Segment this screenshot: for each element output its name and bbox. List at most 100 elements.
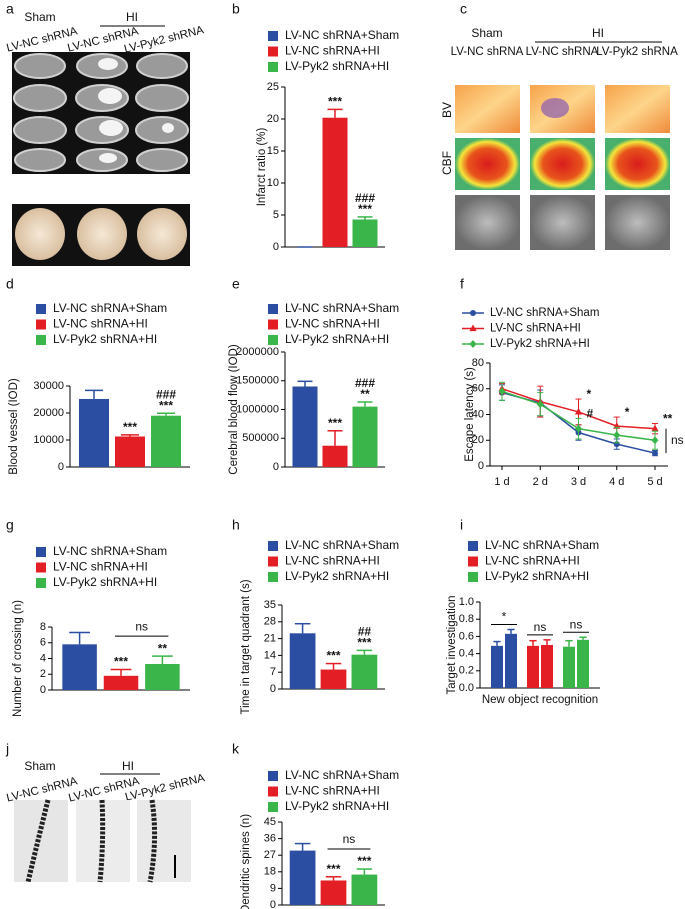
legend-label: LV-Pyk2 shRNA+HI: [53, 575, 157, 589]
legend-swatch: [268, 802, 278, 812]
y-tick-label: 0.0: [459, 682, 474, 694]
legend-label: LV-NC shRNA+Sham: [53, 301, 167, 315]
y-axis-title: Infarct ratio (%): [256, 128, 268, 207]
side-label: ns: [671, 433, 684, 447]
legend-label: LV-NC shRNA+HI: [53, 560, 148, 574]
significance: ns: [534, 620, 547, 634]
y-tick-label: 8: [40, 621, 46, 633]
bar: [292, 386, 318, 467]
panel-letter: d: [6, 276, 14, 292]
y-tick-label: 0: [58, 461, 64, 473]
y-tick-label: 9: [270, 882, 276, 894]
y-tick-label: 7: [270, 666, 276, 678]
y-axis-title: Cerebral blood flow (IOD): [228, 344, 240, 475]
y-tick-label: 45: [264, 816, 276, 828]
marker: [469, 324, 477, 332]
y-tick-label: 2000000: [236, 346, 279, 358]
panel-letter: g: [6, 517, 14, 533]
panel-letter: a: [6, 1, 14, 17]
column-label: LV-NC shRNA: [526, 46, 599, 58]
y-tick-label: 27: [264, 849, 276, 861]
legend-swatch: [268, 786, 278, 797]
legend-swatch: [36, 578, 46, 588]
significance: ***: [123, 420, 137, 434]
x-tick-label: 2 d: [533, 476, 548, 488]
legend-label: LV-Pyk2 shRNA+HI: [485, 569, 589, 583]
legend-label: LV-NC shRNA+Sham: [490, 307, 599, 319]
legend-swatch: [36, 304, 46, 314]
y-tick-label: 21: [264, 633, 276, 645]
legend-label: LV-NC shRNA+HI: [285, 44, 380, 58]
legend-swatch: [268, 556, 278, 567]
bar: [563, 646, 575, 688]
y-axis-title: Escape latency (s): [464, 367, 476, 462]
bar: [289, 633, 316, 689]
panel-letter: j: [5, 741, 9, 757]
y-tick-label: 4: [40, 652, 46, 664]
column-label: LV-Pyk2 shRNA: [596, 46, 678, 58]
panel-letter: f: [460, 276, 464, 292]
legend-label: LV-Pyk2 shRNA+HI: [285, 332, 389, 346]
y-tick-label: 0.6: [459, 630, 474, 642]
legend-swatch: [268, 319, 278, 330]
bar: [320, 669, 347, 689]
legend-swatch: [468, 541, 478, 551]
legend-swatch: [268, 541, 278, 551]
significance: ***: [328, 95, 342, 109]
panel-letter: h: [232, 517, 240, 533]
legend-swatch: [268, 335, 278, 345]
group-label: HI: [126, 10, 138, 24]
y-tick-label: 0: [273, 241, 279, 253]
legend-swatch: [268, 572, 278, 582]
legend-label: LV-Pyk2 shRNA+HI: [285, 59, 389, 73]
legend-swatch: [268, 304, 278, 314]
legend-swatch: [268, 46, 278, 57]
group-label: Sham: [24, 759, 55, 773]
bar: [115, 436, 145, 467]
y-tick-label: 10000: [33, 434, 64, 446]
significance: ***: [357, 636, 371, 650]
significance: #: [587, 407, 594, 421]
y-tick-label: 1.0: [459, 596, 474, 608]
bar: [577, 639, 589, 688]
significance: ***: [326, 649, 340, 663]
legend-swatch: [36, 319, 46, 330]
y-tick-label: 1000000: [236, 403, 279, 415]
legend-label: LV-Pyk2 shRNA+HI: [490, 338, 590, 350]
y-tick-label: 14: [264, 649, 276, 661]
y-axis-title: Dendritic spines (n): [240, 814, 252, 909]
significance: ##: [358, 625, 372, 639]
y-tick-label: 35: [264, 599, 276, 611]
y-tick-label: 15: [267, 145, 279, 157]
y-axis-title: Time in target quadrant (s): [240, 579, 252, 714]
significance: **: [663, 412, 673, 426]
legend-label: LV-NC shRNA+HI: [53, 317, 148, 331]
panel-letter: e: [232, 276, 240, 292]
y-tick-label: 20000: [33, 407, 64, 419]
y-tick-label: 40: [472, 408, 484, 420]
marker: [651, 436, 659, 445]
significance: ***: [159, 398, 173, 412]
marker: [536, 400, 544, 409]
bar: [322, 445, 348, 467]
y-tick-label: 0: [40, 684, 46, 696]
bar: [103, 675, 139, 690]
bar: [351, 874, 378, 905]
significance: ###: [355, 376, 375, 390]
legend-swatch: [36, 562, 46, 573]
y-axis-title: Number of crossing (n): [12, 600, 24, 717]
legend-label: LV-NC shRNA+HI: [285, 554, 380, 568]
significance: *: [502, 610, 507, 624]
legend-swatch: [268, 62, 278, 72]
group-label: HI: [592, 26, 604, 40]
significance: ***: [328, 416, 342, 430]
legend-label: LV-NC shRNA+Sham: [485, 538, 599, 552]
legend-swatch: [268, 31, 278, 41]
legend-label: LV-Pyk2 shRNA+HI: [53, 332, 157, 346]
marker: [470, 310, 476, 316]
legend-swatch: [36, 335, 46, 345]
bar: [505, 633, 517, 688]
y-tick-label: 6: [40, 637, 46, 649]
y-tick-label: 0: [270, 683, 276, 695]
